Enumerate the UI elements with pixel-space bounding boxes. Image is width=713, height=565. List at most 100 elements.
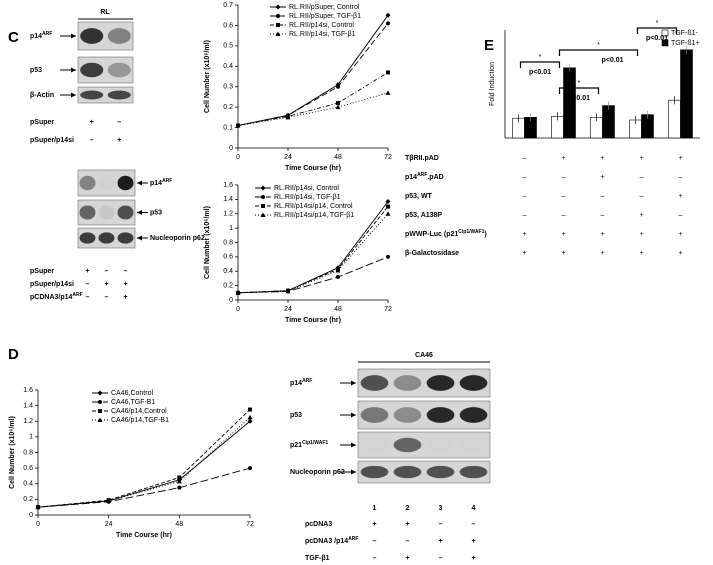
treatment-sign: – [373, 538, 377, 545]
legend-label: RL.RII/pSuper, TGF-β1 [289, 13, 361, 20]
legend-marker [260, 185, 266, 191]
series-line [37, 467, 251, 508]
series-line [237, 14, 389, 126]
condition-sign: + [678, 193, 682, 200]
blot-band [98, 232, 115, 244]
marker [247, 414, 253, 420]
legend-marker [276, 14, 280, 18]
legend-label: CA46/p14,TGF-B1 [111, 417, 169, 424]
label-text: pSuper [30, 268, 54, 275]
treatment-sign: – [86, 294, 90, 301]
sig-bracket [558, 49, 639, 56]
label-text: p21 [290, 442, 302, 449]
legend-label: RL.RII/pSuper, Control [289, 4, 360, 11]
treatment-sign: – [90, 137, 94, 144]
treatment-label: pSuper [30, 119, 54, 126]
legend-label: RL.RII/p14si, TGF-β1 [289, 31, 356, 38]
label-sup: ARF [162, 178, 172, 184]
treatment-label: pSuper [30, 268, 54, 275]
blot-band [426, 465, 455, 479]
condition-sign: + [600, 155, 604, 162]
marker [385, 12, 391, 18]
label-text: pSuper/p14si [30, 137, 74, 144]
condition-sign: – [640, 174, 644, 181]
panel-letter: D [8, 346, 19, 363]
blot-label: p53 [150, 209, 162, 216]
condition-sign: + [600, 231, 604, 238]
y-tick-label: 1.2 [223, 211, 233, 218]
blot-band [107, 28, 131, 44]
legend-marker [97, 390, 103, 396]
y-tick-label: 0.4 [223, 63, 233, 70]
blot-band [426, 437, 455, 453]
blot-label: p53 [30, 67, 42, 74]
marker [248, 407, 252, 412]
y-tick-label: 1.6 [23, 387, 33, 394]
blot-label: p53 [290, 412, 302, 419]
lane-number: 1 [373, 505, 377, 512]
y-tick-label: 0.2 [223, 282, 233, 289]
y-tick-label: 0.5 [223, 43, 233, 50]
sig-bracket [558, 87, 600, 94]
label-sup: ARF [348, 536, 358, 542]
y-tick-label: 1 [29, 434, 33, 441]
legend-label: CA46,TGF-B1 [111, 399, 155, 406]
label-text: pcDNA3 [305, 521, 332, 528]
y-axis-label: Cell Number (x10⁶/ml) [204, 206, 211, 279]
marker [385, 211, 391, 216]
legend-label: TGF-ß1- [671, 30, 698, 37]
condition-sign: + [561, 250, 565, 257]
legend-label: RL.RII/p14si, Control [274, 185, 339, 192]
marker [336, 84, 340, 89]
x-tick-label: 72 [384, 154, 392, 161]
blot-label: Nucleoporin p62 [150, 235, 205, 242]
blot-band [459, 407, 488, 423]
blot-band [117, 205, 134, 220]
lane-number: 2 [406, 505, 410, 512]
label-text: p53, A138P [405, 212, 442, 219]
legend-swatch [661, 39, 669, 47]
label-text: p14 [150, 180, 162, 187]
x-tick-label: 48 [334, 154, 342, 161]
blot-band [360, 437, 389, 453]
label-text: p53 [30, 67, 42, 74]
label-sup: ARF [72, 292, 82, 298]
legend-marker [261, 195, 265, 199]
condition-label: p53, A138P [405, 212, 442, 219]
series-line [237, 213, 389, 294]
condition-sign: + [639, 212, 643, 219]
lane-number: 4 [472, 505, 476, 512]
marker [176, 478, 182, 484]
x-axis-label: Time Course (hr) [116, 532, 172, 539]
marker [285, 114, 291, 120]
blot-band [393, 375, 422, 391]
treatment-sign: – [439, 521, 443, 528]
legend-marker [98, 409, 102, 413]
label-sup: ARF [302, 378, 312, 384]
treatment-sign: – [117, 119, 121, 126]
marker [386, 70, 390, 75]
x-tick-label: 24 [284, 154, 292, 161]
y-tick-label: 0.8 [23, 449, 33, 456]
y-tick-label: 0.2 [23, 496, 33, 503]
x-tick-label: 0 [36, 521, 40, 528]
condition-sign: + [678, 250, 682, 257]
treatment-sign: – [439, 555, 443, 562]
y-tick-label: 0.6 [23, 465, 33, 472]
sig-p: p<0.01 [646, 35, 668, 42]
condition-sign: – [679, 174, 683, 181]
sig-p: p<0.01 [602, 57, 624, 64]
marker [285, 288, 291, 294]
blot-strip [357, 460, 491, 484]
condition-sign: + [639, 231, 643, 238]
blot-band [79, 232, 96, 244]
y-tick-label: 1.4 [23, 402, 33, 409]
y-tick-label: 0.3 [223, 84, 233, 91]
treatment-sign: – [105, 268, 109, 275]
marker [336, 275, 340, 279]
marker [336, 101, 340, 106]
blot-band [117, 232, 134, 244]
label-text: ) [484, 231, 486, 238]
legend-marker [261, 204, 265, 208]
